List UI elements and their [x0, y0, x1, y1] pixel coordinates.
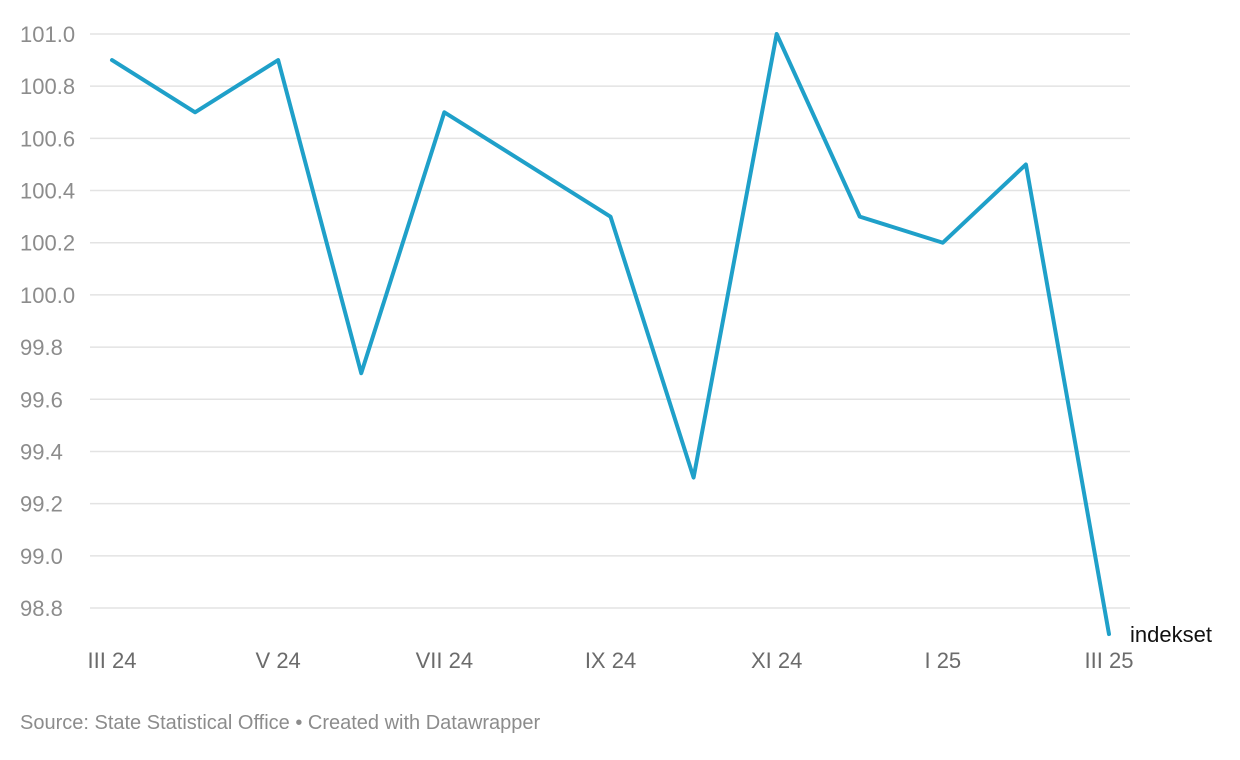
- x-tick-label: XI 24: [751, 648, 802, 673]
- y-tick-label: 100.0: [20, 283, 75, 308]
- x-axis-ticks: III 24 V 24 VII 24 IX 24 XI 24 I 25 III 25: [88, 648, 1134, 673]
- y-tick-label: 99.6: [20, 387, 63, 412]
- y-tick-label: 100.4: [20, 179, 75, 204]
- gridlines: [90, 33, 1130, 609]
- x-tick-label: VII 24: [416, 648, 473, 673]
- line-chart: 101.0 100.8 100.6 100.4 100.2 100.0 99.8 99.6 99…: [20, 22, 1212, 673]
- y-tick-label: 100.8: [20, 74, 75, 99]
- series-line: [110, 32, 1111, 637]
- y-tick-label: 99.0: [20, 544, 63, 569]
- y-tick-label: 98.8: [20, 596, 63, 621]
- y-tick-label: 100.2: [20, 231, 75, 256]
- series-label: indekset: [1130, 622, 1212, 647]
- x-tick-label: III 24: [88, 648, 137, 673]
- x-tick-label: V 24: [256, 648, 301, 673]
- y-axis-ticks: 101.0 100.8 100.6 100.4 100.2 100.0 99.8 99.6 99…: [20, 22, 75, 621]
- x-tick-label: III 25: [1085, 648, 1134, 673]
- y-tick-label: 99.8: [20, 335, 63, 360]
- x-tick-label: IX 24: [585, 648, 636, 673]
- x-tick-label: I 25: [924, 648, 961, 673]
- y-tick-label: 99.2: [20, 492, 63, 517]
- source-credit: Source: State Statistical Office • Creat…: [20, 712, 541, 734]
- y-tick-label: 101.0: [20, 22, 75, 47]
- y-tick-label: 100.6: [20, 126, 75, 151]
- series-layer: indekset: [110, 32, 1212, 647]
- y-tick-label: 99.4: [20, 439, 63, 464]
